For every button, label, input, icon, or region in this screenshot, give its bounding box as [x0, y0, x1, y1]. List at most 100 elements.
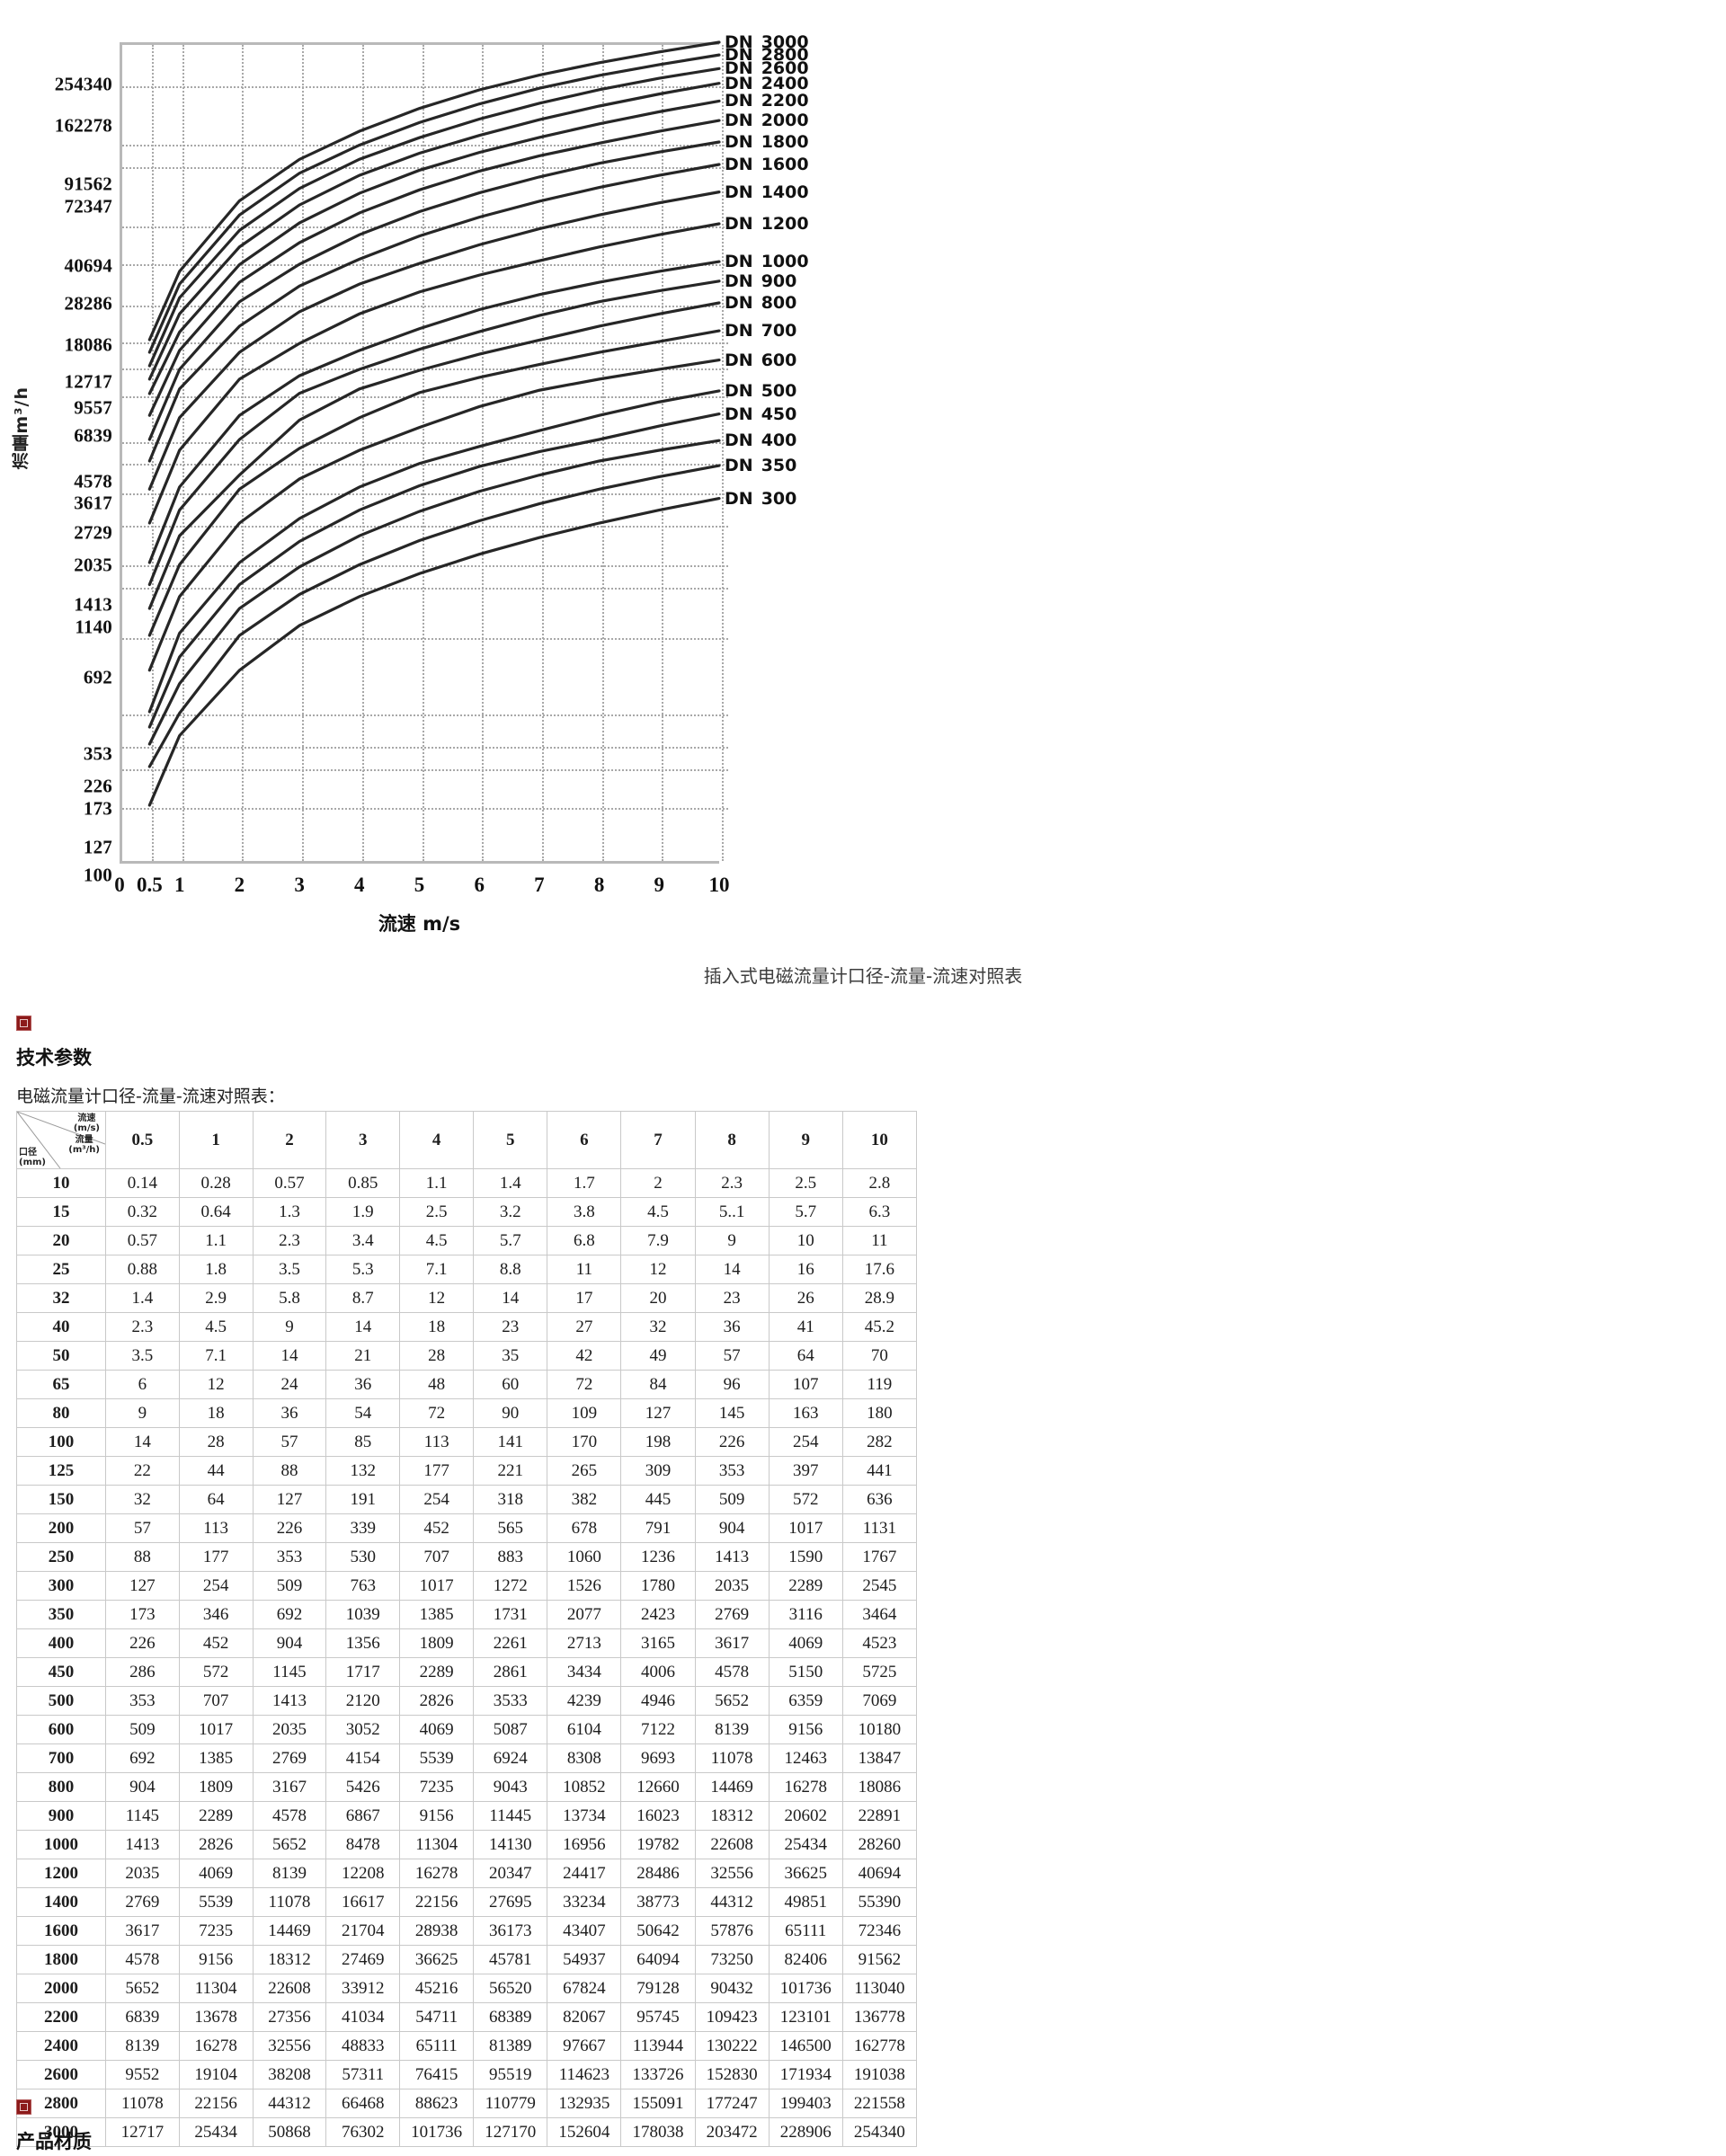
- table-cell-flow-value: 32556: [694, 1859, 770, 1888]
- section-marker-icon: [16, 2099, 31, 2115]
- y-gridline: [122, 264, 728, 266]
- table-cell-flow-value: 2769: [694, 1600, 770, 1629]
- table-cell-flow-value: 3116: [768, 1600, 843, 1629]
- table-cell-flow-value: 8308: [547, 1743, 622, 1773]
- series-line: [147, 40, 721, 342]
- y-tick-label: 254340: [54, 73, 112, 95]
- legend-diameter-value: 450: [761, 404, 797, 424]
- table-cell-flow-value: 6839: [105, 2002, 180, 2032]
- table-cell-flow-value: 509: [694, 1485, 770, 1514]
- table-cell-flow-value: 6: [105, 1370, 180, 1399]
- table-cell-flow-value: 12: [399, 1283, 475, 1313]
- table-cell-flow-value: 14: [252, 1341, 327, 1371]
- table-cell-flow-value: 1413: [105, 1830, 180, 1859]
- table-cell-flow-value: 1.9: [325, 1197, 401, 1227]
- table-row: 150 32 64 127 191 254 318 382 445 509 572 636: [16, 1485, 918, 1514]
- y-gridline: [122, 588, 728, 590]
- table-cell-flow-value: 60: [473, 1370, 548, 1399]
- y-tick-label: 162278: [54, 114, 112, 137]
- table-row: 40 2.3 4.5 9 14 18 23 27 32 36 41 45.2: [16, 1312, 918, 1342]
- series-legend-label: DN 2400: [725, 74, 809, 93]
- table-cell-flow-value: 12208: [325, 1859, 401, 1888]
- table-column-header: 0.5: [105, 1111, 180, 1169]
- table-row-diameter: 100: [16, 1427, 106, 1457]
- table-cell-flow-value: 226: [694, 1427, 770, 1457]
- x-gridline: [422, 45, 424, 861]
- table-cell-flow-value: 114623: [547, 2060, 622, 2089]
- legend-prefix: DN: [725, 252, 753, 272]
- table-cell-flow-value: 54937: [547, 1945, 622, 1974]
- table-cell-flow-value: 177: [178, 1542, 254, 1572]
- table-row-diameter: 800: [16, 1772, 106, 1802]
- legend-prefix: DN: [725, 155, 753, 174]
- table-cell-flow-value: 19104: [178, 2060, 254, 2089]
- table-row-diameter: 400: [16, 1628, 106, 1658]
- table-cell-flow-value: 2289: [178, 1801, 254, 1831]
- table-cell-flow-value: 3167: [252, 1772, 327, 1802]
- table-cell-flow-value: 2.5: [399, 1197, 475, 1227]
- table-cell-flow-value: 904: [252, 1628, 327, 1658]
- y-gridline: [122, 526, 728, 528]
- table-column-header: 1: [178, 1111, 254, 1169]
- table-cell-flow-value: 3434: [547, 1657, 622, 1687]
- legend-diameter-value: 1600: [761, 155, 809, 174]
- table-cell-flow-value: 76415: [399, 2060, 475, 2089]
- table-cell-flow-value: 2035: [694, 1571, 770, 1601]
- table-cell-flow-value: 27695: [473, 1887, 548, 1917]
- table-cell-flow-value: 22156: [178, 2089, 254, 2118]
- table-cell-flow-value: 12660: [620, 1772, 696, 1802]
- series-legend-label: DN 1000: [725, 252, 809, 271]
- table-cell-flow-value: 113040: [841, 1974, 918, 2003]
- table-cell-flow-value: 1017: [178, 1715, 254, 1744]
- table-cell-flow-value: 82067: [547, 2002, 622, 2032]
- series-line: [147, 464, 721, 768]
- table-row-diameter: 250: [16, 1542, 106, 1572]
- table-row-diameter: 2200: [16, 2002, 106, 2032]
- table-cell-flow-value: 4946: [620, 1686, 696, 1716]
- table-cell-flow-value: 14469: [694, 1772, 770, 1802]
- table-cell-flow-value: 50868: [252, 2117, 327, 2147]
- series-line: [147, 140, 721, 441]
- table-row-diameter: 65: [16, 1370, 106, 1399]
- x-tick-label: 9: [654, 874, 665, 896]
- table-cell-flow-value: 1526: [547, 1571, 622, 1601]
- tech-parameters-section: 技术参数 电磁流量计口径-流量-流速对照表：: [16, 1016, 285, 1107]
- table-cell-flow-value: 24417: [547, 1859, 622, 1888]
- table-cell-flow-value: 11078: [252, 1887, 327, 1917]
- table-row: 900 1145 2289 4578 6867 9156 11445 13734 16023 18…: [16, 1801, 918, 1831]
- product-material-section: 产品材质: [16, 2099, 92, 2154]
- table-cell-flow-value: 7069: [841, 1686, 918, 1716]
- chart-plot-area: [120, 42, 728, 864]
- table-row-diameter: 32: [16, 1283, 106, 1313]
- table-cell-flow-value: 109423: [694, 2002, 770, 2032]
- table-row-diameter: 500: [16, 1686, 106, 1716]
- table-row-diameter: 1600: [16, 1916, 106, 1946]
- series-legend-label: DN 3000: [725, 32, 809, 52]
- table-cell-flow-value: 45.2: [841, 1312, 918, 1342]
- table-cell-flow-value: 3.8: [547, 1197, 622, 1227]
- chart-series-lines: [147, 40, 721, 807]
- table-row: 20 0.57 1.1 2.3 3.4 4.5 5.7 6.8 7.9 9 10 11: [16, 1226, 918, 1255]
- table-cell-flow-value: 572: [768, 1485, 843, 1514]
- table-cell-flow-value: 1131: [841, 1513, 918, 1543]
- series-legend-label: DN 450: [725, 404, 796, 424]
- table-cell-flow-value: 6359: [768, 1686, 843, 1716]
- table-row-diameter: 1200: [16, 1859, 106, 1888]
- table-cell-flow-value: 21: [325, 1341, 401, 1371]
- y-gridline: [122, 442, 728, 444]
- x-tick-label: 5: [414, 874, 425, 896]
- table-row: 3000 12717 25434 50868 76302 101736 127170 1526…: [16, 2117, 918, 2147]
- x-tick-label: 0: [114, 874, 125, 896]
- table-cell-flow-value: 2826: [399, 1686, 475, 1716]
- x-tick-label: 2: [234, 874, 245, 896]
- table-cell-flow-value: 452: [178, 1628, 254, 1658]
- legend-prefix: DN: [725, 488, 753, 509]
- table-cell-flow-value: 72346: [841, 1916, 918, 1946]
- table-cell-flow-value: 5150: [768, 1657, 843, 1687]
- table-cell-flow-value: 254340: [841, 2117, 918, 2147]
- table-cell-flow-value: 36625: [399, 1945, 475, 1974]
- table-cell-flow-value: 113944: [620, 2031, 696, 2061]
- table-cell-flow-value: 1.4: [105, 1283, 180, 1313]
- legend-diameter-value: 900: [761, 271, 797, 291]
- table-cell-flow-value: 152604: [547, 2117, 622, 2147]
